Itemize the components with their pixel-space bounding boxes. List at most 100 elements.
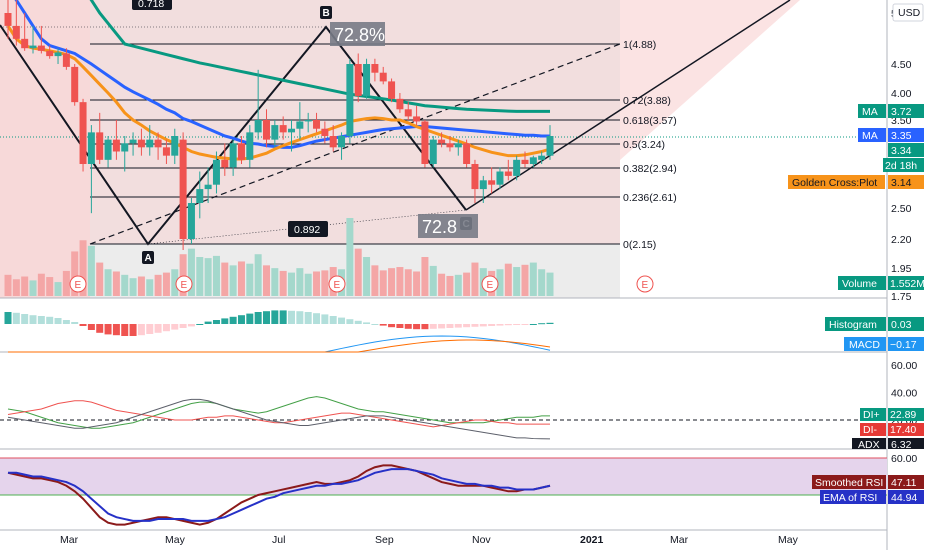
macd-histogram-bar — [179, 324, 187, 328]
di-minus-name: DI- — [863, 424, 878, 436]
time-tick: Mar — [670, 534, 689, 546]
macd-line — [8, 335, 551, 353]
candle-body — [329, 136, 337, 148]
volume-bar — [254, 254, 262, 296]
candle-body — [546, 136, 554, 156]
volume-bar — [496, 269, 504, 296]
candle-body — [87, 132, 95, 164]
volume-bar — [37, 273, 45, 296]
fib-level-label: 1(4.88) — [623, 39, 656, 51]
candle-body — [246, 132, 254, 160]
macd-histogram-bar — [304, 312, 312, 324]
candle-body — [513, 159, 521, 176]
macd-histogram-bar — [162, 324, 170, 332]
time-axis[interactable]: Mar May Jul Sep Nov 2021 Mar May — [60, 534, 799, 546]
volume-bar — [413, 271, 421, 296]
candle-body — [463, 143, 471, 164]
fib-level-label: 0(2.15) — [623, 239, 656, 251]
ratio-box-2 — [418, 214, 478, 238]
volume-name: Volume — [842, 278, 877, 290]
candle-body — [71, 66, 79, 103]
volume-bars — [4, 218, 554, 296]
volume-bar — [229, 265, 237, 296]
fib-level-label: 0.236(2.61) — [623, 192, 677, 204]
price-tick: 2.50 — [891, 203, 912, 215]
ratio-label-3: 0.892 — [294, 224, 320, 236]
di-plus-name-box — [860, 408, 886, 421]
candle-body — [321, 128, 329, 136]
ratio-box-1 — [330, 22, 385, 46]
volume-bar — [71, 251, 79, 296]
macd-histogram-bar — [196, 324, 204, 325]
ma2-name-box — [858, 128, 886, 142]
price-tick: 2.20 — [891, 234, 912, 246]
volume-bar — [538, 269, 546, 296]
golden-cross-label: Golden Cross:Plot — [792, 177, 877, 189]
macd-histogram-bar — [112, 324, 120, 336]
macd-histogram-bar — [404, 324, 412, 329]
candle-body — [179, 139, 187, 239]
volume-value-box — [888, 276, 924, 290]
di-plus-name: DI+ — [863, 409, 880, 421]
candle-body — [279, 125, 287, 133]
dmi-tick: 60.00 — [891, 360, 917, 372]
volume-bar — [404, 269, 412, 296]
candle-body — [54, 52, 62, 57]
macd-histogram-bar — [79, 324, 87, 326]
volume-bar — [296, 268, 304, 296]
ma2-value-box — [888, 128, 924, 142]
rsi-panel — [0, 457, 887, 496]
currency-button[interactable]: USD — [892, 3, 924, 22]
candle-body — [12, 25, 20, 39]
candle-body — [388, 81, 396, 99]
candle-body — [237, 143, 245, 160]
ema-rsi-name: EMA of RSI — [823, 492, 877, 504]
di-minus-line — [7, 400, 550, 428]
macd-histogram-bar — [313, 313, 321, 324]
macd-histogram-bar — [71, 322, 79, 324]
macd-histogram-bar — [479, 324, 487, 327]
candle-body — [404, 109, 412, 117]
earnings-marker-icon — [481, 275, 499, 293]
volume-bar — [271, 268, 279, 296]
candle-body — [21, 38, 29, 49]
volume-bar — [162, 272, 170, 296]
macd-histogram-bar — [146, 324, 154, 334]
di-minus-name-box — [860, 423, 886, 436]
smoothed-rsi-name: Smoothed RSI — [815, 477, 883, 489]
pattern-ratio-labels: 72.8% 72.8 0.892 0.718 — [132, 0, 478, 238]
di-minus-value-box — [888, 423, 924, 436]
candle-body — [371, 64, 379, 73]
candle-body — [446, 143, 454, 148]
macd-histogram-bar — [388, 324, 396, 328]
volume-bar — [354, 248, 362, 296]
volume-bar — [529, 262, 537, 296]
macd-value-box — [888, 337, 924, 351]
volume-bar — [379, 270, 387, 296]
candle-body — [262, 120, 270, 140]
rsi-tick: 60.00 — [891, 453, 917, 465]
volume-bar — [21, 276, 29, 296]
macd-histogram-bar — [237, 315, 245, 324]
candle-body — [112, 139, 120, 152]
candle-body — [538, 155, 546, 160]
volume-bar — [46, 277, 54, 296]
volume-bar — [12, 279, 20, 296]
macd-histogram-bar — [529, 324, 537, 325]
macd-histogram-bar — [521, 324, 529, 325]
candle-body — [438, 139, 446, 144]
time-tick: May — [778, 534, 799, 546]
macd-histogram-bar — [288, 310, 296, 324]
fib-level-label: 0.618(3.57) — [623, 115, 677, 127]
macd-name-box — [844, 337, 886, 351]
earnings-marker-icon — [636, 275, 654, 293]
candle-body — [454, 143, 462, 148]
volume-bar — [279, 270, 287, 296]
macd-histogram-bar — [354, 320, 362, 324]
price-tick: 4.50 — [891, 59, 912, 71]
golden-cross-box — [788, 175, 885, 189]
macd-histogram-bar — [187, 324, 195, 327]
adx-value: 6.32 — [891, 439, 912, 451]
fib-level-label: 0.382(2.94) — [623, 163, 677, 175]
